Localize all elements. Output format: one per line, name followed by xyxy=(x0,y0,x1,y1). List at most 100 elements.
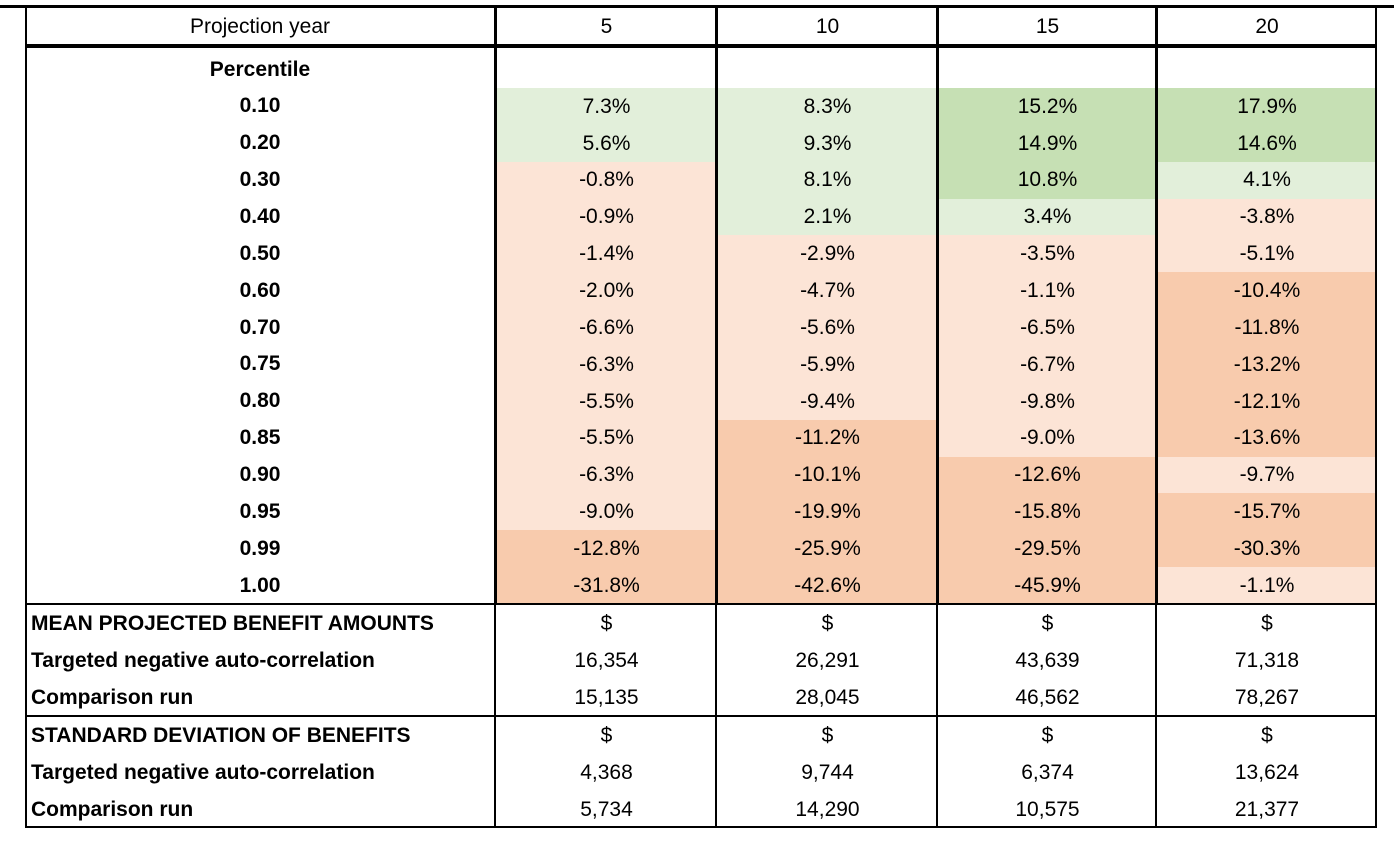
percent-cell: 15.2% xyxy=(939,88,1156,126)
percent-cell: 3.4% xyxy=(939,198,1156,236)
percent-cell: -42.6% xyxy=(718,567,937,605)
percent-cell: -5.9% xyxy=(718,346,937,384)
percent-cell: 14.6% xyxy=(1158,124,1376,163)
percentile-row-label: 0.20 xyxy=(239,131,281,155)
percent-cell: -2.9% xyxy=(718,235,937,273)
unit-cell: $ xyxy=(1261,723,1273,747)
row-label: Comparison run xyxy=(31,797,194,821)
unit-cell: $ xyxy=(600,723,613,747)
unit-cell: $ xyxy=(821,723,834,747)
value-cell: 21,377 xyxy=(1234,797,1300,821)
value-cell: 46,562 xyxy=(1015,685,1080,709)
percent-cell: -30.3% xyxy=(1158,530,1376,568)
percent-cell: -10.1% xyxy=(718,456,937,494)
percent-cell: -31.8% xyxy=(497,567,716,605)
section-title: MEAN PROJECTED BENEFIT AMOUNTS xyxy=(31,611,434,635)
percent-cell: 14.9% xyxy=(939,124,1156,163)
value-cell: 71,318 xyxy=(1234,648,1300,672)
percent-cell: -13.2% xyxy=(1158,346,1376,384)
header-year: 15 xyxy=(1035,15,1060,38)
percent-cell: -1.1% xyxy=(939,272,1156,310)
percent-cell: 9.3% xyxy=(718,124,937,163)
percent-cell: -15.8% xyxy=(939,493,1156,531)
percentile-row-label: 0.30 xyxy=(239,168,281,192)
value-cell: 5,734 xyxy=(580,797,633,821)
percentile-row-label: 0.70 xyxy=(239,315,281,339)
percent-cell: -3.5% xyxy=(939,235,1156,273)
percent-cell: -29.5% xyxy=(939,530,1156,568)
percent-cell: -12.8% xyxy=(497,530,716,568)
percent-cell: -15.7% xyxy=(1158,493,1376,531)
row-label: Targeted negative auto-correlation xyxy=(31,648,375,672)
value-cell: 43,639 xyxy=(1015,648,1080,672)
percent-cell: 10.8% xyxy=(939,161,1156,200)
rule xyxy=(0,5,1394,8)
value-cell: 28,045 xyxy=(795,685,860,709)
percentile-row-label: 0.75 xyxy=(239,352,281,376)
percentile-row-label: 0.80 xyxy=(239,389,281,413)
percent-cell: -9.8% xyxy=(939,382,1156,421)
rule xyxy=(715,8,718,604)
percent-cell: 5.6% xyxy=(497,124,716,163)
value-cell: 9,744 xyxy=(801,760,854,784)
value-cell: 10,575 xyxy=(1015,797,1080,821)
percentile-row-label: 0.99 xyxy=(239,536,281,560)
percentile-row-label: 0.95 xyxy=(239,499,281,523)
unit-cell: $ xyxy=(1261,611,1273,635)
percent-cell: -3.8% xyxy=(1158,198,1376,236)
percent-cell: -5.6% xyxy=(718,309,937,347)
percent-cell: -6.3% xyxy=(497,346,716,384)
percent-cell: -6.6% xyxy=(497,309,716,347)
percent-cell: -2.0% xyxy=(497,272,716,310)
percent-cell: -0.8% xyxy=(497,161,716,200)
rule xyxy=(25,826,1377,828)
percent-cell: 4.1% xyxy=(1158,161,1376,200)
percent-cell: -9.4% xyxy=(718,382,937,421)
row-label: Targeted negative auto-correlation xyxy=(31,760,375,784)
row-label: Comparison run xyxy=(31,685,194,709)
rule xyxy=(1155,8,1158,604)
unit-cell: $ xyxy=(821,611,834,635)
value-cell: 26,291 xyxy=(795,648,860,672)
value-cell: 15,135 xyxy=(574,685,639,709)
unit-cell: $ xyxy=(600,611,613,635)
percent-cell: -5.1% xyxy=(1158,235,1376,273)
percent-cell: -12.1% xyxy=(1158,382,1376,421)
percent-cell: -9.7% xyxy=(1158,456,1376,494)
percent-cell: -4.7% xyxy=(718,272,937,310)
percent-cell: -9.0% xyxy=(497,493,716,531)
value-cell: 13,624 xyxy=(1234,760,1300,784)
value-cell: 4,368 xyxy=(580,760,633,784)
percent-cell: -11.2% xyxy=(718,419,937,458)
rule xyxy=(25,603,1377,605)
percent-cell: 8.3% xyxy=(718,88,937,126)
percentile-row-label: 0.10 xyxy=(239,94,281,118)
unit-cell: $ xyxy=(1041,611,1054,635)
percent-cell: 8.1% xyxy=(718,161,937,200)
percentile-row-label: 0.90 xyxy=(239,462,281,486)
value-cell: 14,290 xyxy=(795,797,860,821)
percent-cell: -5.5% xyxy=(497,419,716,458)
percentile-row-label: 1.00 xyxy=(239,573,281,597)
percent-cell: -1.4% xyxy=(497,235,716,273)
percent-cell: -6.3% xyxy=(497,456,716,494)
percent-cell: 7.3% xyxy=(497,88,716,126)
header-label: Projection year xyxy=(189,15,331,38)
percent-cell: -6.7% xyxy=(939,346,1156,384)
percent-cell: -5.5% xyxy=(497,382,716,421)
percent-cell: 2.1% xyxy=(718,198,937,236)
header-year: 5 xyxy=(600,15,613,38)
percent-cell: -25.9% xyxy=(718,530,937,568)
header-year: 20 xyxy=(1255,15,1279,38)
percentile-row-label: 0.85 xyxy=(239,426,281,450)
rule xyxy=(494,8,497,604)
percent-cell: 17.9% xyxy=(1158,88,1376,126)
percent-cell: -13.6% xyxy=(1158,419,1376,458)
value-cell: 16,354 xyxy=(574,648,639,672)
rule xyxy=(1375,8,1377,827)
rule xyxy=(936,8,939,604)
percent-cell: -10.4% xyxy=(1158,272,1376,310)
percent-cell: -9.0% xyxy=(939,419,1156,458)
percentile-row-label: 0.50 xyxy=(239,241,281,265)
value-cell: 6,374 xyxy=(1021,760,1074,784)
